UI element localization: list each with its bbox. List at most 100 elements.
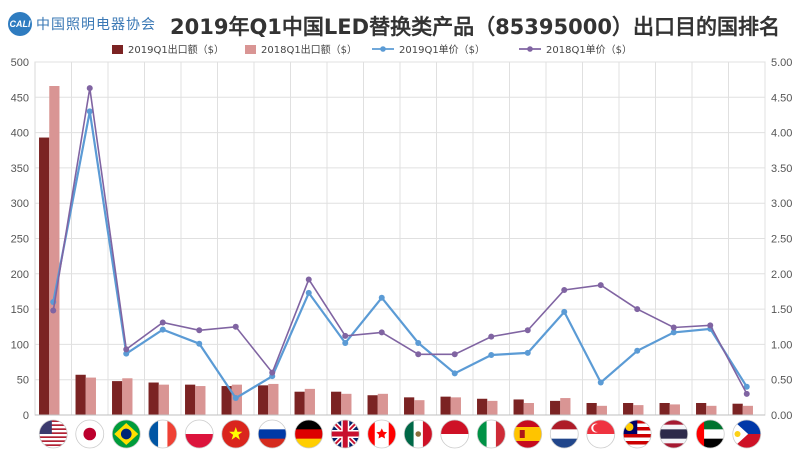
bar-2019q1 — [148, 382, 159, 415]
line-unit-price-2019q1 — [52, 111, 748, 400]
legend-label: 2019Q1出口额（$） — [128, 43, 224, 56]
point-unit-price-2019q1 — [561, 308, 568, 315]
flag-mx-icon — [403, 419, 433, 449]
point-unit-price-2018q1 — [123, 346, 130, 353]
point-unit-price-2019q1 — [597, 379, 604, 386]
bar-2018q1 — [122, 378, 133, 415]
bar-2019q1 — [294, 391, 305, 415]
point-unit-price-2018q1 — [561, 287, 568, 294]
point-unit-price-2019q1 — [378, 294, 385, 301]
bar-2019q1 — [404, 397, 415, 415]
point-unit-price-2018q1 — [232, 323, 239, 330]
point-unit-price-2019q1 — [159, 326, 166, 333]
point-unit-price-2018q1 — [196, 327, 203, 334]
legend: 2019Q1出口额（$） 2018Q1出口额（$） 2019Q1单价（$） 2018Q… — [112, 43, 632, 56]
y-right-tick-label: 5.00 — [771, 57, 792, 69]
flag-sg-icon — [586, 419, 616, 449]
flag-my-icon — [622, 419, 652, 449]
bar-2019q1 — [367, 395, 378, 415]
bar-2019q1 — [75, 374, 86, 415]
bar-2019q1 — [112, 381, 123, 415]
point-unit-price-2018q1 — [488, 333, 495, 340]
y-left-tick-label: 400 — [11, 128, 29, 140]
y-right-tick-label: 0.00 — [771, 410, 792, 422]
point-unit-price-2018q1 — [86, 85, 93, 92]
point-unit-price-2019q1 — [415, 339, 422, 346]
logo-text: 中国照明电器协会 — [36, 17, 156, 33]
bar-2018q1 — [414, 400, 425, 415]
bar-2019q1 — [477, 398, 488, 415]
bar-2019q1 — [331, 391, 342, 415]
flag-gb-icon — [330, 419, 360, 449]
bar-2019q1 — [440, 396, 451, 415]
point-unit-price-2019q1 — [196, 340, 203, 347]
flag-ru-icon — [257, 419, 287, 449]
y-left-tick-label: 350 — [11, 163, 29, 175]
y-right-tick-label: 4.00 — [771, 128, 792, 140]
point-unit-price-2018q1 — [634, 306, 641, 313]
flag-id-icon — [440, 419, 470, 449]
bar-2019q1 — [732, 403, 743, 415]
y-left-tick-label: 200 — [11, 269, 29, 281]
grid — [34, 61, 766, 416]
flag-de-icon — [294, 419, 324, 449]
y-left-tick-label: 300 — [11, 198, 29, 210]
bar-2018q1 — [49, 86, 60, 415]
legend-label: 2018Q1单价（$） — [546, 44, 632, 56]
flag-fr-icon — [148, 419, 178, 449]
y-right-tick-label: 2.00 — [771, 269, 792, 281]
y-right-tick-label: 2.50 — [771, 234, 792, 246]
bar-2019q1 — [550, 400, 561, 415]
bar-2019q1 — [513, 399, 524, 415]
flag-it-icon — [476, 419, 506, 449]
line-unit-price-2018q1 — [52, 87, 748, 395]
point-unit-price-2018q1 — [524, 327, 531, 334]
y-right-tick-label: 1.50 — [771, 304, 792, 316]
logo: CALI 中国照明电器协会 — [8, 12, 156, 36]
y-left-tick-label: 50 — [17, 375, 29, 387]
y-left-tick-label: 250 — [11, 234, 29, 246]
bar-2018q1 — [706, 405, 717, 415]
legend-label: 2018Q1出口额（$） — [261, 43, 357, 56]
point-unit-price-2018q1 — [378, 329, 385, 336]
y-left-tick-label: 450 — [11, 92, 29, 104]
bar-2018q1 — [450, 397, 461, 415]
legend-label: 2019Q1单价（$） — [399, 44, 485, 56]
bar-2018q1 — [487, 400, 498, 415]
bar-2018q1 — [85, 377, 96, 415]
y-left-tick-label: 150 — [11, 304, 29, 316]
point-unit-price-2019q1 — [634, 347, 641, 354]
point-unit-price-2018q1 — [670, 324, 677, 331]
y-right-tick-label: 0.50 — [771, 375, 792, 387]
bar-2019q1 — [39, 137, 50, 416]
bar-2019q1 — [623, 402, 634, 415]
bar-2019q1 — [185, 384, 196, 415]
lines — [50, 85, 750, 402]
flag-ae-icon — [695, 419, 725, 449]
bar-2018q1 — [195, 386, 206, 415]
bar-2019q1 — [586, 402, 597, 415]
flag-th-icon — [659, 419, 689, 449]
point-unit-price-2019q1 — [524, 349, 531, 356]
logo-mark-icon: CALI — [8, 12, 32, 36]
point-unit-price-2018q1 — [597, 282, 604, 289]
bar-2018q1 — [341, 393, 352, 415]
flag-jp-icon — [75, 419, 105, 449]
point-unit-price-2018q1 — [415, 351, 422, 358]
bar-2018q1 — [523, 402, 534, 415]
bars — [39, 86, 753, 416]
y-left-tick-label: 100 — [11, 339, 29, 351]
legend-swatch — [380, 46, 386, 52]
point-unit-price-2018q1 — [451, 351, 458, 358]
y-right-tick-label: 3.50 — [771, 163, 792, 175]
bar-2018q1 — [742, 405, 753, 415]
y-right-tick-label: 1.00 — [771, 339, 792, 351]
point-unit-price-2019q1 — [451, 370, 458, 377]
point-unit-price-2019q1 — [743, 383, 750, 390]
point-unit-price-2018q1 — [707, 322, 714, 329]
bar-2018q1 — [596, 405, 607, 415]
bar-2018q1 — [304, 388, 315, 415]
bar-2019q1 — [221, 386, 232, 415]
axes: 0 50 100 150 200 250 300 350 400 450 500 0.00 0.50 1.… — [11, 57, 793, 422]
